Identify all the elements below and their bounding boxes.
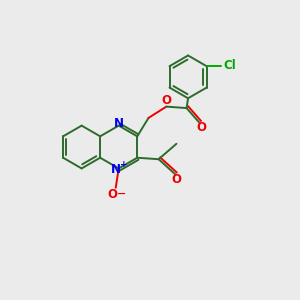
Text: O: O <box>162 94 172 107</box>
Text: O: O <box>107 188 117 201</box>
Text: O: O <box>172 173 182 186</box>
Text: N: N <box>111 163 121 176</box>
Text: O: O <box>196 121 206 134</box>
Text: Cl: Cl <box>224 59 236 72</box>
Text: N: N <box>114 117 124 130</box>
Text: −: − <box>116 189 126 199</box>
Text: +: + <box>120 160 128 169</box>
